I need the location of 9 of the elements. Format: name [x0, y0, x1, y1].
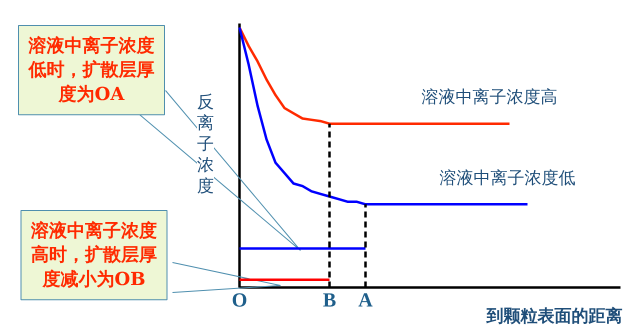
x-tick-label: O — [232, 290, 248, 312]
x-tick-label: B — [322, 290, 336, 312]
series-label: 溶液中离子浓度低 — [440, 168, 576, 188]
x-axis-title: 到颗粒表面的距离 — [486, 306, 622, 326]
text: 溶液中离子浓度高时，扩散层厚度减小为OB — [30, 220, 157, 290]
x-tick-label: A — [358, 290, 374, 312]
text: 溶液中离子浓度低时，扩散层厚度为OA — [28, 36, 154, 105]
series-label: 溶液中离子浓度高 — [422, 88, 558, 108]
y-axis-title: 反离子浓度 — [197, 92, 214, 196]
